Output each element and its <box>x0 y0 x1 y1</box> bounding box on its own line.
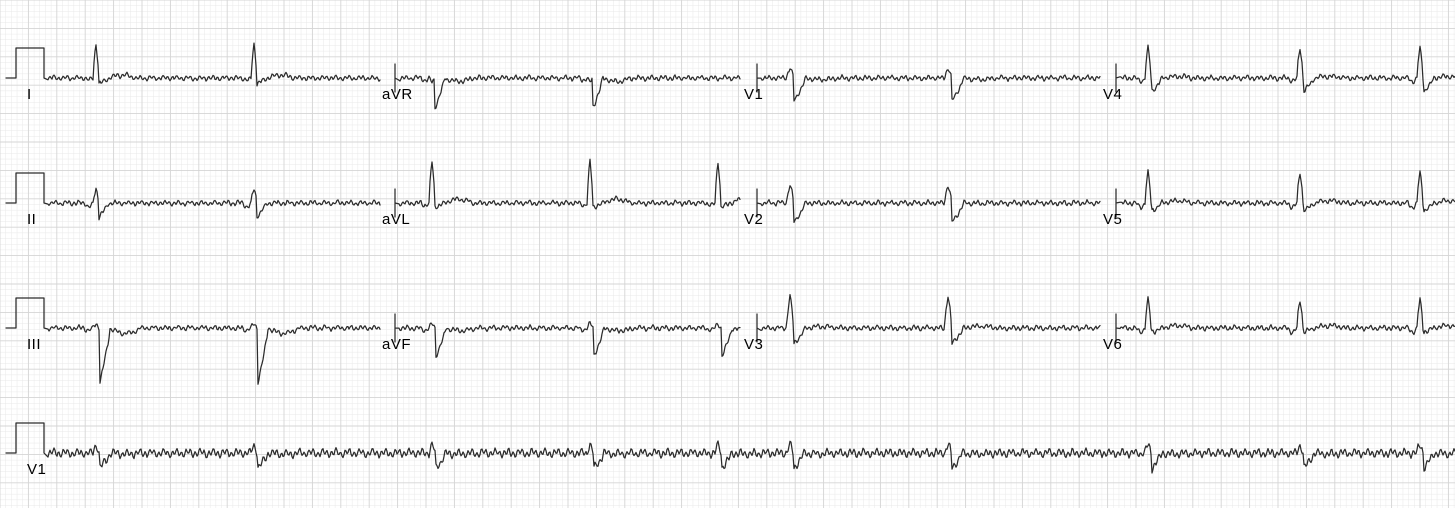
ecg-svg-canvas <box>0 0 1455 508</box>
ecg-12-lead-chart: IaVRV1V4IIaVLV2V5IIIaVFV3V6V1 <box>0 0 1455 508</box>
